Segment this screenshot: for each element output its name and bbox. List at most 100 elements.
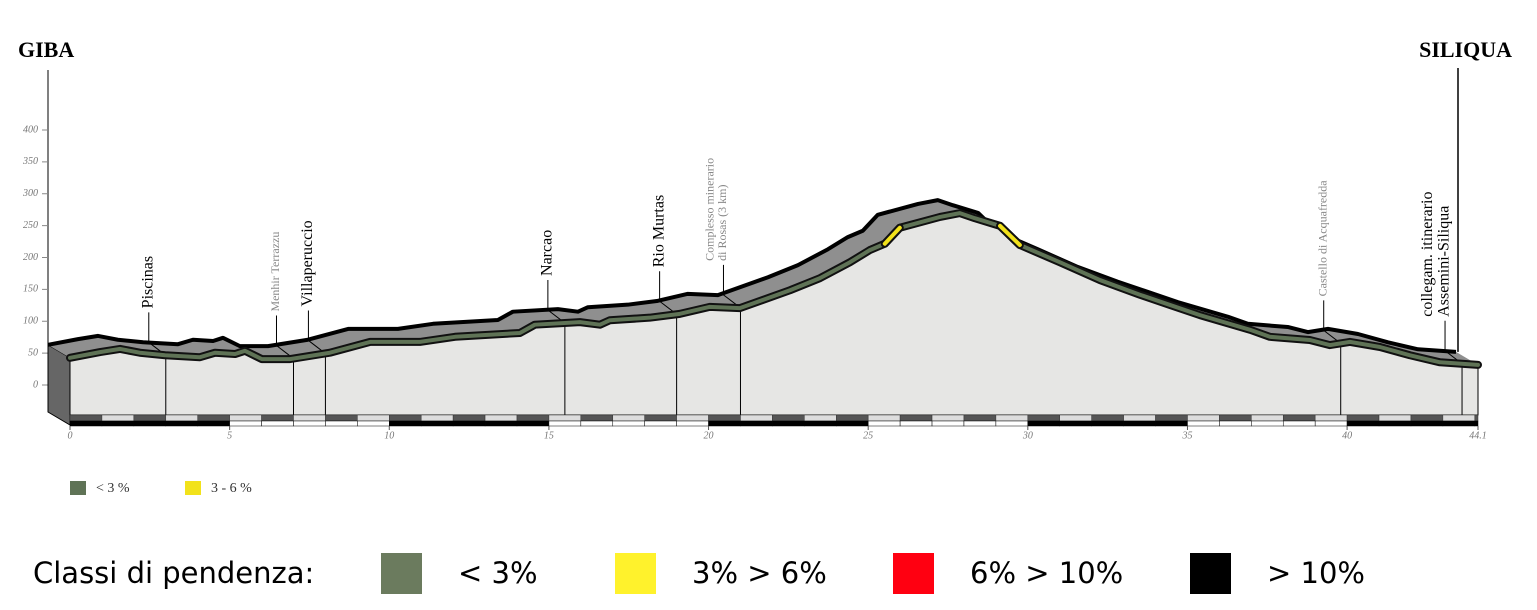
ruler-cell <box>836 414 869 422</box>
x-tick-label: 25 <box>863 430 873 441</box>
annotation-label: di Rosas (3 km) <box>715 185 729 261</box>
ruler-cell <box>357 414 390 422</box>
y-tick-label: 100 <box>23 316 38 327</box>
ruler-cell <box>261 414 294 422</box>
ruler-cell <box>580 420 614 427</box>
ruler-cell <box>676 420 709 427</box>
ruler-cell <box>1282 414 1316 422</box>
ruler-cell <box>293 414 326 422</box>
ruler-cell <box>69 420 103 427</box>
ruler-cell <box>931 414 965 422</box>
annotation-line <box>307 310 326 415</box>
ruler-cell <box>1123 420 1156 427</box>
ruler-cell <box>197 420 230 427</box>
ruler-cell <box>69 414 103 422</box>
legend-label: < 3 % <box>96 481 130 496</box>
ruler-cell <box>899 420 933 427</box>
ruler-cell <box>229 420 262 427</box>
ruler-cell <box>1442 420 1476 427</box>
ruler-cell <box>548 420 582 427</box>
ruler-cell <box>516 414 550 422</box>
ruler-cell <box>1474 414 1479 422</box>
ruler-cell <box>644 414 677 422</box>
annotation-label: Castello di Acquafredda <box>1315 180 1329 297</box>
ruler-cell <box>1378 420 1412 427</box>
annotation-line <box>659 271 678 415</box>
ruler-cell <box>1155 414 1188 422</box>
ruler-cell <box>1155 420 1188 427</box>
ruler-cell <box>1442 414 1476 422</box>
ruler-cell <box>612 414 645 422</box>
ruler-cell <box>165 420 198 427</box>
annotation-label: Assemini-Siliqua <box>1436 206 1453 317</box>
ruler-cell <box>1187 420 1220 427</box>
ruler-cell <box>293 420 326 427</box>
class-label: > 10% <box>1267 556 1365 590</box>
ruler-cell <box>740 420 773 427</box>
ruler-cell <box>963 420 997 427</box>
x-tick-label: 35 <box>1181 430 1192 441</box>
annotation-line <box>275 315 294 415</box>
ruler-cell <box>133 420 167 427</box>
top-surface <box>48 200 1478 365</box>
x-tick-label: 44.1 <box>1469 430 1487 441</box>
ruler-cell <box>836 420 869 427</box>
ruler-cell <box>1059 414 1092 422</box>
ruler-cell <box>867 414 901 422</box>
ruler-cell <box>1219 420 1252 427</box>
ruler-cell <box>1474 420 1479 427</box>
annotation-label: collegam. itinerario <box>1419 191 1436 316</box>
legend-swatch <box>70 481 86 495</box>
class-label: < 3% <box>458 556 538 590</box>
ruler-cell <box>644 420 677 427</box>
profile-line <box>882 223 1022 247</box>
ruler-cell <box>1027 414 1061 422</box>
ruler-cell <box>357 420 390 427</box>
y-tick-label: 0 <box>33 379 38 390</box>
annotation-label: Villaperuccio <box>299 220 316 306</box>
annotation-line <box>1444 320 1463 415</box>
y-tick-label: 250 <box>23 220 38 231</box>
annotation-line <box>722 264 741 415</box>
annotation-label: Narcao <box>539 230 556 276</box>
y-tick-label: 50 <box>28 347 38 358</box>
ruler-cell <box>325 414 358 422</box>
ruler-cell <box>1378 414 1412 422</box>
ruler-cell <box>197 414 230 422</box>
class-label: 3% > 6% <box>692 556 827 590</box>
x-tick-label: 20 <box>704 430 714 441</box>
ruler-cell <box>676 414 709 422</box>
annotation-label: Piscinas <box>139 256 156 308</box>
ruler-cell <box>1251 420 1284 427</box>
ruler-cell <box>772 420 805 427</box>
ruler-cell <box>580 414 614 422</box>
annotation-line <box>148 312 167 415</box>
class-swatch <box>381 553 422 594</box>
back-edge <box>47 198 1457 354</box>
annotation-line <box>547 279 566 415</box>
ruler-cell <box>931 420 965 427</box>
annotation-line <box>1323 300 1342 415</box>
ruler-cell <box>420 414 454 422</box>
ruler-cell <box>1187 414 1220 422</box>
ruler-cell <box>1410 420 1444 427</box>
y-tick-label: 200 <box>23 252 38 263</box>
ruler-cell <box>133 414 167 422</box>
ruler-cell <box>963 414 997 422</box>
start-label: GIBA <box>18 37 74 62</box>
ruler-cell <box>420 420 454 427</box>
class-swatch <box>615 553 656 594</box>
annotation-label: Rio Murtas <box>650 195 667 267</box>
ruler-cell <box>452 414 486 422</box>
ruler-cell <box>1123 414 1156 422</box>
ruler-cell <box>1251 414 1284 422</box>
ruler-cell <box>740 414 773 422</box>
ruler-cell <box>995 414 1029 422</box>
ruler-cell <box>516 420 550 427</box>
ruler-cell <box>1314 414 1348 422</box>
ruler-cell <box>708 414 741 422</box>
end-label: SILIQUA <box>1419 37 1512 62</box>
annotation-label: Menhir Terrazzu <box>268 232 282 312</box>
ruler-cell <box>1282 420 1316 427</box>
